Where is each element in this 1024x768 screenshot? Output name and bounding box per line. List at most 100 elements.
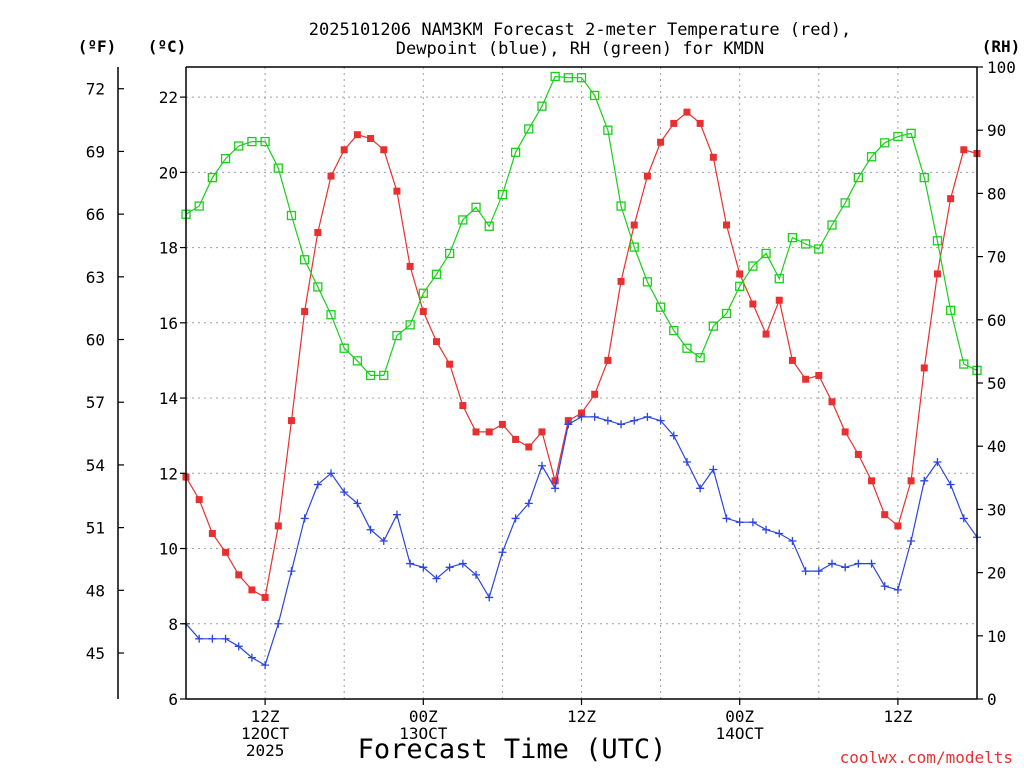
data-point (893, 585, 902, 594)
data-point (313, 480, 322, 489)
data-point (919, 172, 929, 183)
data-point (419, 308, 427, 316)
data-point (366, 525, 375, 534)
rh-tick-label: 90 (987, 121, 1006, 140)
data-point (853, 172, 863, 183)
data-point (379, 537, 388, 545)
data-point (339, 343, 349, 353)
celsius-unit-label: (ºC) (148, 37, 187, 56)
x-tick-label: 00Z (409, 707, 438, 726)
celsius-tick-label: 16 (159, 314, 178, 333)
x-tick-label: 2025 (246, 741, 285, 760)
data-point (261, 593, 269, 601)
data-point (340, 488, 349, 497)
data-point (590, 90, 600, 101)
data-point (577, 412, 586, 421)
data-point (617, 277, 625, 285)
data-point (933, 458, 942, 466)
data-point (696, 484, 705, 493)
rh-tick-label: 100 (987, 58, 1016, 77)
chart-title: 2025101206 NAM3KM Forecast 2-meter Tempe… (309, 20, 851, 59)
data-point (866, 152, 877, 162)
data-point (564, 420, 573, 429)
data-point (682, 458, 691, 466)
data-point (736, 270, 744, 278)
data-point (642, 277, 653, 287)
data-point (327, 469, 336, 478)
x-tick-label: 12OCT (241, 724, 290, 743)
data-point (894, 522, 902, 530)
x-tick-label: 12Z (251, 707, 280, 726)
data-point (194, 201, 204, 211)
data-point (326, 310, 336, 320)
data-point (802, 375, 810, 383)
data-point (445, 563, 454, 572)
data-point (854, 559, 863, 568)
data-point (472, 570, 481, 579)
data-point (472, 428, 480, 436)
data-point (208, 634, 217, 643)
data-point (735, 281, 745, 291)
data-point (761, 248, 771, 259)
data-point (880, 582, 889, 591)
x-tick-label: 12Z (883, 707, 912, 726)
data-point (656, 416, 665, 425)
rh-tick-label: 60 (987, 311, 1006, 330)
data-point (418, 288, 428, 298)
data-point (946, 480, 955, 489)
data-point (814, 567, 823, 576)
data-point (708, 321, 718, 331)
celsius-tick-label: 18 (159, 239, 178, 258)
data-point (867, 559, 876, 568)
data-point (683, 108, 691, 116)
data-point (431, 269, 442, 279)
data-point (815, 371, 823, 379)
celsius-tick-label: 20 (159, 163, 178, 182)
data-point (273, 163, 283, 173)
data-point (657, 138, 665, 146)
celsius-tick-label: 6 (168, 690, 178, 709)
data-point (287, 567, 296, 576)
data-point (920, 476, 929, 485)
data-point (945, 305, 956, 315)
data-point (643, 172, 651, 180)
data-point (748, 518, 757, 527)
data-point (484, 221, 494, 231)
gridlines (186, 67, 977, 700)
data-point (524, 124, 534, 134)
celsius-tick-label: 14 (159, 389, 178, 408)
data-point (669, 325, 679, 336)
data-point (432, 338, 440, 346)
data-point (590, 412, 599, 421)
data-point (419, 563, 428, 572)
celsius-tick-label: 12 (159, 464, 178, 483)
data-point (933, 270, 941, 278)
x-tick-label: 13OCT (399, 724, 448, 743)
rh-tick-label: 80 (987, 184, 1006, 203)
data-point (959, 514, 968, 523)
data-point (643, 412, 652, 421)
data-point (762, 525, 771, 534)
data-point (682, 343, 692, 353)
fahrenheit-unit-label: (ºF) (78, 37, 117, 56)
data-point (313, 282, 323, 292)
data-point (840, 198, 850, 208)
data-point (630, 221, 638, 229)
data-point (234, 141, 244, 151)
data-point (365, 370, 376, 381)
data-point (353, 131, 361, 139)
rh-tick-label: 20 (987, 564, 1006, 583)
data-point (393, 187, 401, 195)
fahrenheit-tick-label: 51 (86, 519, 105, 538)
x-axis-title: Forecast Time (UTC) (358, 734, 667, 765)
data-point (880, 138, 890, 148)
data-point (828, 398, 836, 406)
data-point (445, 248, 455, 259)
data-point (550, 71, 560, 82)
data-point (670, 119, 678, 127)
data-point (787, 232, 798, 243)
data-point (695, 353, 705, 363)
data-point (709, 153, 717, 161)
data-point (299, 255, 310, 265)
